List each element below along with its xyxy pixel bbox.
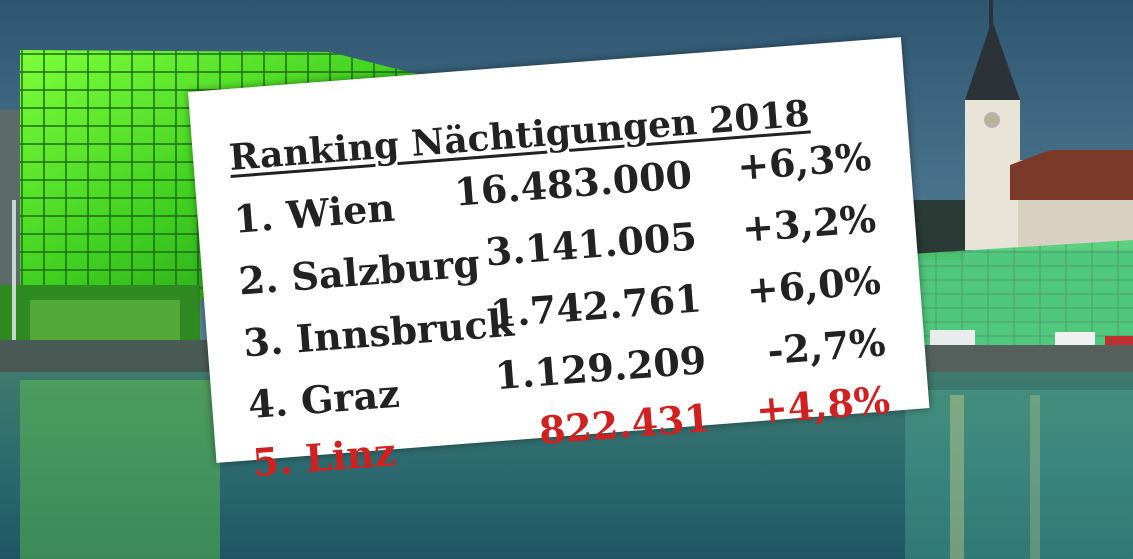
change-percent: +6,0% [745, 257, 883, 313]
city-name: 1. Wien [232, 184, 397, 242]
overnight-stays-value: 16.483.000 [452, 151, 694, 215]
change-percent: +4,8% [754, 377, 892, 433]
change-percent: +3,2% [740, 195, 878, 251]
city-name: 3. Innsbruck [241, 299, 516, 366]
city-name: 5. Linz [250, 429, 398, 486]
city-name: 2. Salzburg [236, 240, 482, 304]
change-percent: -2,7% [765, 319, 887, 374]
ranking-card: Ranking Nächtigungen 2018 1. Wien 16.483… [188, 37, 930, 485]
city-name: 4. Graz [246, 370, 402, 428]
change-percent: +6,3% [735, 133, 873, 190]
